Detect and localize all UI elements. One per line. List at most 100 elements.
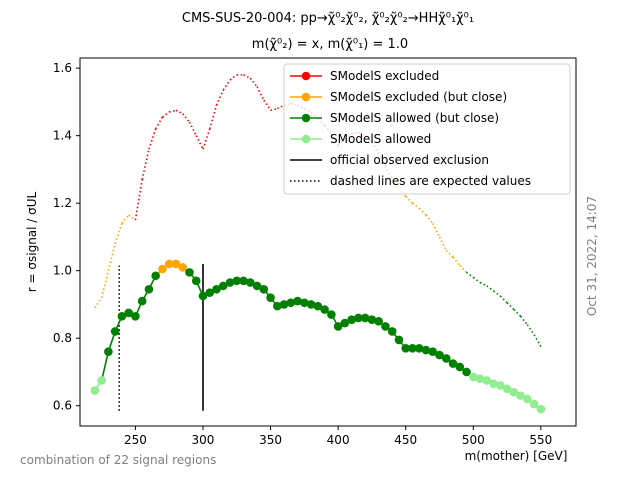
expected-segment [533, 334, 542, 348]
legend-box [283, 63, 571, 195]
expected-segment [107, 243, 116, 271]
data-point [381, 322, 390, 331]
data-point [205, 288, 215, 297]
data-point [462, 367, 471, 377]
data-point [144, 284, 154, 294]
data-point [360, 313, 370, 323]
data-point [124, 308, 133, 318]
data-point [171, 259, 181, 269]
data-point [232, 276, 242, 286]
expected-segment [114, 223, 123, 244]
expected-segment [263, 99, 272, 111]
data-point [333, 322, 343, 331]
x-tick-label: 300 [192, 433, 215, 447]
legend-marker [301, 113, 311, 123]
official-exclusion-lines [118, 263, 204, 411]
data-point [509, 387, 519, 397]
data-point [293, 296, 302, 306]
data-point [421, 345, 431, 355]
expected-segment [175, 109, 184, 115]
data-point [401, 344, 411, 353]
expected-segment [249, 77, 258, 88]
expected-segment [459, 265, 468, 273]
data-point [347, 315, 356, 324]
x-tick-label: 400 [327, 433, 350, 447]
data-point [354, 313, 363, 323]
data-point [185, 268, 194, 277]
subtitle-text: m(χ̃⁰₂) = x, m(χ̃⁰₁) = 1.0 [252, 37, 408, 52]
expected-segment [154, 116, 164, 130]
y-tick-label: 0.6 [53, 399, 72, 413]
legend-item: SModelS allowed [290, 132, 431, 146]
data-point [441, 354, 451, 363]
legend-label: SModelS allowed (but close) [330, 111, 499, 125]
expected-segment [472, 276, 481, 284]
expected-segment [452, 256, 461, 267]
data-point [468, 372, 478, 382]
x-tick-label: 500 [462, 433, 485, 447]
legend-marker [301, 71, 311, 81]
y-tick-label: 1.4 [53, 129, 72, 143]
expected-segment [432, 223, 441, 238]
expected-segment [438, 236, 447, 251]
legend-marker [301, 134, 311, 144]
legend-item: SModelS excluded [290, 69, 439, 83]
chart-title: CMS-SUS-20-004: pp→χ̃⁰₂χ̃⁰₂, χ̃⁰₂χ̃⁰₂→HH… [182, 11, 474, 52]
data-point [482, 376, 492, 385]
expected-segment [208, 105, 218, 130]
data-point [151, 271, 160, 281]
data-point [239, 276, 248, 286]
data-point [198, 291, 208, 301]
data-point [300, 298, 309, 308]
expected-segment [519, 315, 528, 326]
expected-segment [100, 270, 110, 298]
y-tick-label: 1.6 [53, 61, 72, 75]
data-point [178, 263, 188, 272]
data-point [435, 350, 444, 360]
expected-segment [188, 121, 197, 137]
legend-label: SModelS allowed [330, 132, 431, 146]
y-tick-label: 1.0 [53, 264, 72, 278]
expected-segment [526, 324, 535, 336]
expected-segment [486, 285, 495, 292]
data-point [110, 327, 120, 336]
expected-segment [479, 281, 488, 287]
expected-segment [499, 295, 508, 304]
data-point [225, 278, 235, 287]
legend: SModelS excluded SModelS excluded (but cl… [283, 63, 571, 195]
expected-segment [243, 74, 251, 79]
expected-segment [256, 86, 265, 101]
x-axis-ticks: 250 300 350 400 450 500 550 [124, 426, 552, 447]
data-point [536, 404, 546, 414]
y-tick-label: 0.8 [53, 331, 72, 345]
expected-segment [141, 148, 150, 180]
data-point [475, 374, 485, 384]
data-point [279, 300, 289, 309]
expected-segment [276, 104, 285, 110]
y-axis-ticks: 0.6 0.8 1.0 1.2 1.4 1.6 [53, 61, 80, 413]
expected-segment [493, 290, 501, 297]
legend-item: SModelS excluded (but close) [290, 90, 507, 104]
expected-segment [513, 308, 522, 317]
data-point [306, 300, 316, 309]
data-point [252, 281, 262, 291]
legend-item: official observed exclusion [290, 153, 489, 167]
y-axis-label: r = σsignal / σUL [25, 191, 39, 292]
data-point [394, 335, 404, 345]
data-point [266, 293, 275, 303]
expected-segment [411, 202, 420, 209]
expected-segment [418, 207, 427, 216]
expected-segment [405, 195, 414, 204]
expected-segment [128, 214, 136, 221]
data-point [90, 386, 100, 395]
expected-segment [425, 214, 434, 224]
data-point [387, 327, 397, 336]
data-point [327, 310, 336, 319]
data-point [374, 317, 383, 326]
expected-segment [270, 107, 278, 112]
data-point [131, 311, 140, 321]
data-point [414, 344, 424, 353]
expected-segment [148, 128, 157, 150]
expected-segment [229, 74, 238, 81]
